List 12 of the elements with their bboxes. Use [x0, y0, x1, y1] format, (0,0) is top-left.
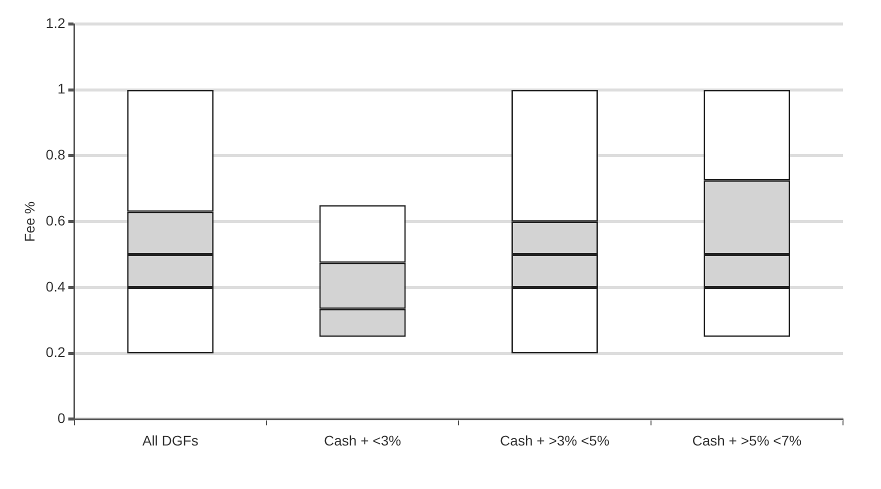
y-tick-label: 1	[57, 80, 66, 97]
x-tick-label: Cash + <3%	[324, 432, 402, 448]
y-tick-label: 0	[57, 410, 66, 426]
x-tick-label: Cash + >5% <7%	[692, 432, 802, 448]
y-tick-label: 0.6	[46, 212, 66, 228]
x-tick-label: Cash + >3% <5%	[500, 432, 610, 448]
x-tick-label: All DGFs	[142, 432, 198, 448]
y-tick-label: 0.4	[46, 278, 66, 294]
y-tick-label: 0.2	[46, 344, 66, 360]
y-tick-label: 1.2	[46, 14, 66, 31]
y-axis-title: Fee %	[21, 201, 38, 242]
y-tick-label: 0.8	[46, 146, 66, 163]
